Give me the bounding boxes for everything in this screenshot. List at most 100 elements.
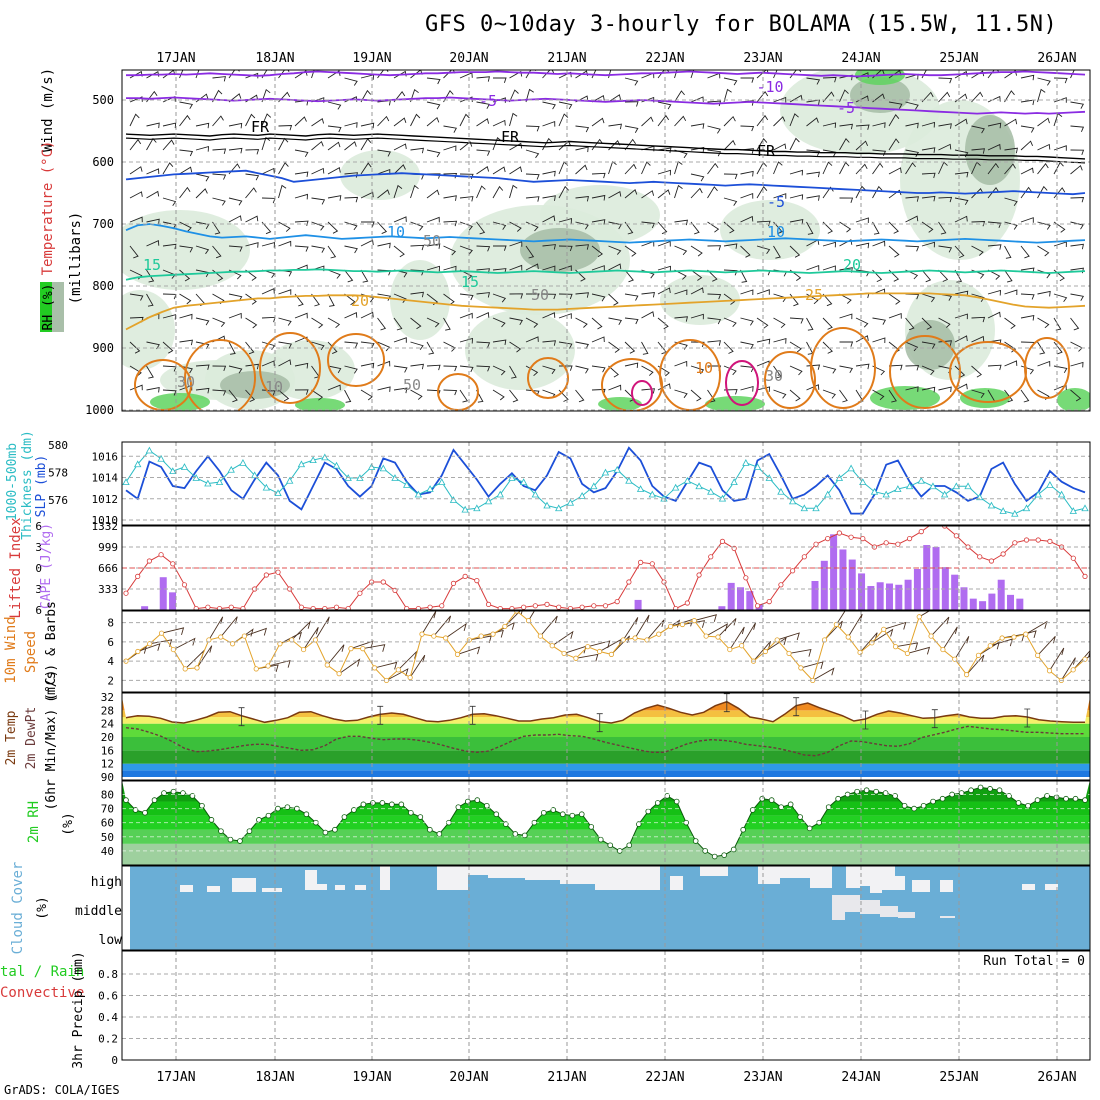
wind-barb <box>492 221 507 230</box>
wind-barb <box>509 317 524 326</box>
wind-barb <box>575 125 590 133</box>
wind-barb <box>261 360 275 367</box>
wind-barb <box>393 365 408 373</box>
wind-speed-point <box>348 646 354 652</box>
wind-barb-10m <box>528 611 535 621</box>
temp-contour-25 <box>1024 337 1070 399</box>
wind-barb <box>294 171 309 177</box>
wind-barb <box>1053 77 1068 84</box>
wind-barb <box>179 313 193 320</box>
wind-tick: 2 <box>107 674 114 687</box>
wind-barb <box>393 117 407 127</box>
wind-barb <box>921 365 935 376</box>
temp-band <box>122 737 1090 751</box>
precip-tick: 0.6 <box>98 990 118 1003</box>
rh-point <box>484 802 490 809</box>
rh-tick: 40 <box>101 845 114 858</box>
wind-speed-point <box>158 630 165 636</box>
wind-barb <box>1070 361 1084 368</box>
wind-barb <box>822 241 836 248</box>
date-label-top: 23JAN <box>743 51 782 66</box>
wind-barb <box>443 220 458 227</box>
date-label-bottom: 23JAN <box>743 1070 782 1085</box>
wind-barb <box>179 114 191 127</box>
wind-barb <box>773 245 781 259</box>
contour-label: 20 <box>351 292 369 310</box>
precip-tick: 0.4 <box>98 1011 118 1024</box>
wind-barb-10m <box>1072 650 1090 671</box>
wind-barb <box>707 317 722 325</box>
rh-band <box>122 843 1090 865</box>
wind-barb <box>393 91 406 103</box>
wind-barb <box>575 146 589 153</box>
li-point <box>427 604 433 610</box>
thickness-point <box>987 501 996 509</box>
wind-barb <box>987 311 1001 319</box>
panel-10m-wind <box>121 610 1091 693</box>
wind-barb <box>591 194 606 201</box>
contour-label: -5 <box>479 92 497 110</box>
cape-bar <box>858 573 866 610</box>
wind-barb <box>707 340 721 346</box>
wind-barb <box>954 269 963 283</box>
axis-label-total-rain: tal / Rain <box>0 964 84 980</box>
pressure-tick: 800 <box>92 279 114 293</box>
wind-speed-point <box>395 667 401 673</box>
wind-barb <box>839 293 852 304</box>
wind-speed-point <box>573 655 579 661</box>
rh-blob-dark <box>850 77 910 113</box>
wind-barb <box>542 265 556 272</box>
axis-label-barbs: (m/s) & Barbs <box>44 601 59 703</box>
wind-barb <box>476 76 490 82</box>
wind-barb <box>855 140 869 151</box>
wind-barb <box>608 245 622 255</box>
wind-barb <box>228 93 242 103</box>
freezing-line <box>125 137 1086 164</box>
contour-label: 10 <box>265 378 283 396</box>
cloud-high-clear <box>912 880 930 892</box>
wind-barb <box>327 293 335 307</box>
wind-barb <box>261 88 271 103</box>
wind-barb <box>327 317 341 329</box>
thickness-point <box>519 478 528 486</box>
thickness-point <box>250 471 259 479</box>
wind-barb <box>690 187 703 199</box>
rh-blob <box>720 200 820 260</box>
li-point <box>170 561 176 567</box>
li-point <box>696 572 702 578</box>
wind-barb <box>410 363 424 370</box>
wind-barb <box>773 338 787 344</box>
wind-barb <box>509 112 518 127</box>
wind-barb-10m <box>469 635 492 644</box>
wind-barb <box>921 121 935 128</box>
rh-point <box>370 800 376 806</box>
li-point <box>474 577 480 584</box>
wind-speed-point <box>1011 634 1017 640</box>
temp-tick: 16 <box>101 744 114 757</box>
run-total-label: Run Total = 0 <box>983 954 1085 969</box>
wind-barb <box>245 113 256 127</box>
wind-barb <box>393 184 403 199</box>
rh-shading <box>122 70 1090 411</box>
wind-barb-10m <box>788 649 812 657</box>
cloud-high-clear <box>525 866 560 880</box>
temp-tick: 24 <box>101 718 115 731</box>
wind-barb <box>690 146 705 153</box>
wind-speed-point <box>727 646 733 653</box>
wind-barb <box>938 77 953 84</box>
wind-barb <box>195 317 210 326</box>
wind-speed-point <box>549 643 555 649</box>
wind-barb <box>212 76 226 82</box>
wind-barb <box>971 70 985 79</box>
rh-point <box>854 788 860 795</box>
wind-barb <box>690 365 705 375</box>
wind-barb <box>657 147 672 154</box>
wind-barb <box>575 244 589 250</box>
rh-point <box>597 836 604 843</box>
axis-label-convective: Convective <box>0 985 84 1001</box>
li-point <box>497 606 503 610</box>
wind-barb <box>245 187 257 199</box>
wind-barb <box>657 383 671 391</box>
cloud-high-clear <box>882 866 895 890</box>
wind-barb <box>674 160 683 175</box>
